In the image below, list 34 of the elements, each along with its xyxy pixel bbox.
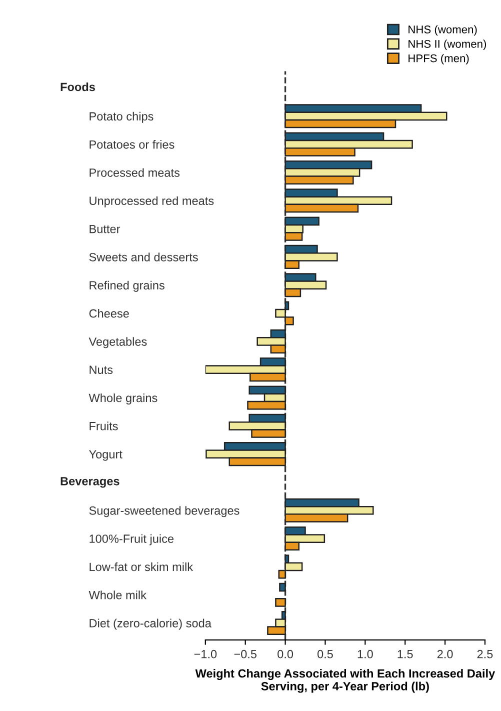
bar	[279, 582, 286, 592]
x-tick-label: 1.5	[398, 650, 413, 658]
y-tick-label: Unprocessed red meats	[90, 196, 214, 208]
bar	[275, 598, 286, 607]
y-tick-label: Diet (zero-calorie) soda	[90, 618, 212, 630]
y-tick-label: Low-fat or skim milk	[90, 562, 194, 572]
y-tick-label: Potatoes or fries	[90, 140, 174, 149]
text: Foods	[60, 82, 95, 92]
y-tick-label: Vegetables	[88, 337, 147, 348]
y-tick-label: Potato chips	[90, 112, 154, 123]
y-tick-label: Refined grains	[90, 280, 164, 292]
x-tick-label: 1.0	[358, 650, 373, 658]
y-tick-label: Cheese	[89, 308, 129, 318]
y-tick-label: Whole grains	[88, 393, 158, 404]
y-tick-label: Whole milk	[88, 590, 146, 600]
legend-label: NHS II (women)	[408, 40, 486, 50]
x-tick-label: 0.5	[317, 650, 333, 658]
x-tick-label: −1.0	[194, 650, 217, 658]
legend-label: NHS (women)	[408, 25, 477, 36]
x-tick-label: 2.0	[437, 650, 453, 658]
x-tick-label: 2.5	[477, 650, 493, 658]
y-tick-label: Fruits	[90, 422, 118, 430]
y-tick-label: Butter	[90, 224, 120, 234]
legend-label: HPFS (men)	[408, 54, 469, 64]
y-tick-label: 100%-Fruit juice	[90, 534, 174, 546]
x-tick-label: −0.5	[234, 650, 257, 658]
y-tick-label: Sugar-sweetened beverages	[89, 506, 240, 518]
text: Beverages	[60, 477, 120, 488]
y-tick-label: Yogurt	[89, 450, 122, 461]
x-axis-title: Weight Change Associated with Each Increased Daily Serving, per 4-Year Period (lb)	[195, 668, 496, 693]
y-tick-label: Processed meats	[90, 168, 180, 177]
x-tick-label: 0.0	[278, 650, 294, 658]
y-tick-label: Sweets and desserts	[89, 252, 198, 262]
y-tick-label: Nuts	[90, 366, 113, 374]
